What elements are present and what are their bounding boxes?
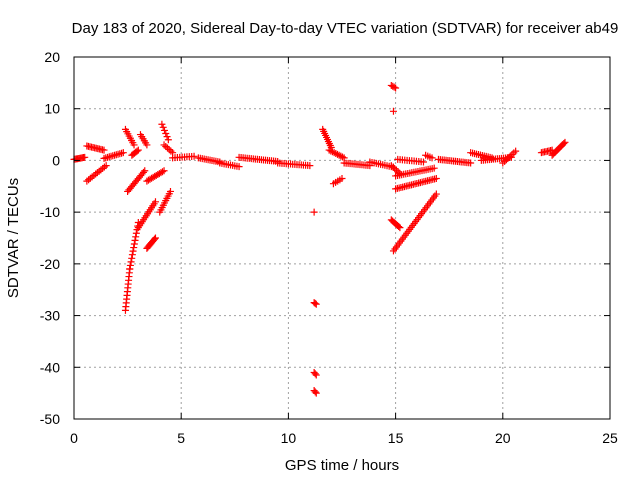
grid <box>74 57 610 419</box>
data-point <box>162 130 170 138</box>
data-point <box>130 141 138 149</box>
data-point <box>327 147 335 155</box>
data-point <box>332 150 340 158</box>
data-point <box>338 153 346 161</box>
y-tick-label: -20 <box>40 256 60 272</box>
data-point <box>160 126 168 134</box>
data-point <box>102 162 110 170</box>
y-tick-label: -40 <box>40 359 60 375</box>
data-point <box>430 164 438 172</box>
data-point <box>165 146 173 154</box>
x-tick-label: 15 <box>388 430 404 446</box>
data-point <box>163 133 171 141</box>
data-point <box>100 146 108 154</box>
data-point <box>128 254 136 262</box>
data-point <box>134 146 142 154</box>
data-point <box>164 136 172 144</box>
data-point <box>126 265 134 273</box>
data-point <box>311 299 319 307</box>
x-tick-label: 25 <box>602 430 618 446</box>
y-tick-label: 20 <box>44 49 60 65</box>
x-tick-label: 5 <box>177 430 185 446</box>
y-axis-label: SDTVAR / TECUs <box>5 178 22 298</box>
data-point <box>467 159 475 167</box>
data-point <box>162 142 170 150</box>
x-axis-label: GPS time / hours <box>285 457 399 474</box>
data-point <box>387 162 395 170</box>
data-point <box>143 141 151 149</box>
data-point <box>389 163 397 171</box>
y-tick-label: 10 <box>44 101 60 117</box>
data-point <box>151 198 159 206</box>
data-point <box>312 371 320 379</box>
y-tick-label: -10 <box>40 204 60 220</box>
data-point <box>81 153 89 161</box>
data-point <box>158 168 166 176</box>
data-point <box>333 150 341 158</box>
data-point <box>335 151 343 159</box>
data-point <box>133 147 141 155</box>
data-point <box>310 208 318 216</box>
data-point <box>328 148 336 156</box>
data-point <box>159 123 167 131</box>
data-point <box>389 107 397 115</box>
data-point <box>141 167 149 175</box>
data-point <box>130 240 138 248</box>
data-point <box>428 154 436 162</box>
data-point <box>158 120 166 128</box>
data-point <box>151 234 159 242</box>
axis-ticks: 0 5 10 15 20 25 -50 -40 -30 -20 -10 0 10 20 <box>40 49 618 446</box>
data-point <box>139 168 147 176</box>
data-point <box>160 141 168 149</box>
data-point <box>512 147 520 155</box>
data-point <box>151 235 159 243</box>
data-point <box>419 158 427 166</box>
data-point <box>130 244 138 252</box>
data-point <box>235 163 243 171</box>
data-point <box>132 233 140 241</box>
x-tick-label: 0 <box>70 430 78 446</box>
data-point <box>306 162 314 170</box>
y-tick-label: 0 <box>52 152 60 168</box>
data-point <box>190 152 198 160</box>
x-tick-label: 10 <box>281 430 297 446</box>
data-point <box>390 83 398 91</box>
data-point <box>392 84 400 92</box>
data-point <box>312 300 320 308</box>
data-point <box>129 247 137 255</box>
data-point <box>131 236 139 244</box>
data-point <box>560 140 568 148</box>
data-point <box>167 147 175 155</box>
data-point <box>127 258 135 266</box>
chart-title: Day 183 of 2020, Sidereal Day-to-day VTE… <box>72 20 619 37</box>
data-point <box>391 165 399 173</box>
data-point <box>119 149 127 157</box>
data-point <box>337 152 345 160</box>
data-point <box>325 146 333 154</box>
data-point <box>311 370 319 378</box>
data-point <box>166 187 174 195</box>
data-point <box>396 224 404 232</box>
data-point <box>312 389 320 397</box>
data-point <box>395 223 403 231</box>
plot-frame <box>73 56 611 420</box>
data-point <box>128 251 136 259</box>
data-point <box>338 175 346 183</box>
data-point <box>126 261 134 269</box>
data-point <box>392 166 400 174</box>
data-points <box>70 81 569 397</box>
data-point <box>163 144 171 152</box>
data-point <box>432 175 440 183</box>
data-point <box>311 388 319 396</box>
data-point <box>432 190 440 198</box>
y-tick-label: -50 <box>40 411 60 427</box>
data-point <box>561 138 569 146</box>
data-point <box>160 167 168 175</box>
x-tick-label: 20 <box>495 430 511 446</box>
data-point <box>330 149 338 157</box>
data-point <box>132 229 140 237</box>
y-tick-label: -30 <box>40 308 60 324</box>
